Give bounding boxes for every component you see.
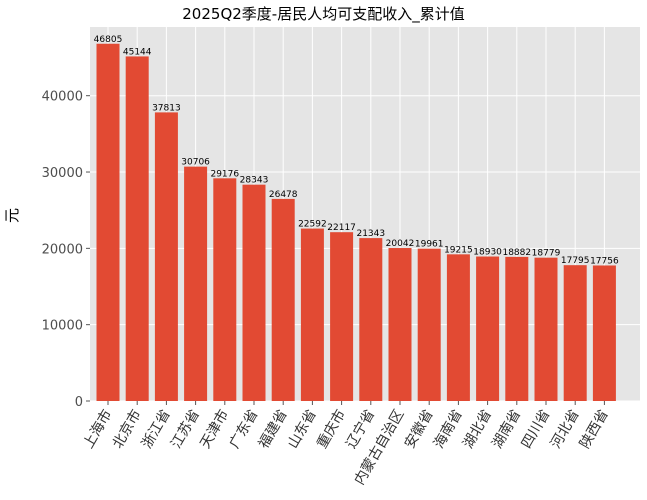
bar xyxy=(330,232,354,401)
data-label: 19961 xyxy=(415,240,444,250)
data-label: 18779 xyxy=(532,249,561,259)
data-label: 22117 xyxy=(327,223,356,233)
y-tick-label: 20000 xyxy=(42,242,83,257)
bar xyxy=(417,248,441,401)
bar xyxy=(534,257,558,401)
bar xyxy=(388,248,412,401)
bar xyxy=(446,254,470,401)
data-label: 37813 xyxy=(152,103,181,113)
bar xyxy=(271,198,295,401)
bar xyxy=(505,256,529,401)
data-label: 17756 xyxy=(590,256,619,266)
bar xyxy=(300,228,324,401)
bar xyxy=(242,184,266,401)
data-label: 45144 xyxy=(123,47,152,57)
bar xyxy=(125,56,149,401)
data-label: 22592 xyxy=(298,220,327,230)
bar xyxy=(592,265,616,401)
data-label: 28343 xyxy=(240,176,269,186)
y-tick-label: 30000 xyxy=(42,166,83,181)
y-tick-label: 10000 xyxy=(42,319,83,334)
y-tick-label: 40000 xyxy=(42,90,83,105)
data-label: 18882 xyxy=(502,248,531,258)
bar xyxy=(96,43,120,402)
data-label: 18930 xyxy=(473,248,502,258)
data-label: 30706 xyxy=(181,158,210,168)
data-label: 29176 xyxy=(210,169,239,179)
data-label: 17795 xyxy=(561,256,590,266)
y-tick-label: 0 xyxy=(75,395,83,410)
bar xyxy=(154,112,178,402)
data-label: 20042 xyxy=(386,239,415,249)
chart-title: 2025Q2季度-居民人均可支配收入_累计值 xyxy=(182,5,465,23)
bar xyxy=(184,166,208,401)
bar xyxy=(359,238,383,401)
data-label: 46805 xyxy=(94,35,123,45)
bar xyxy=(563,265,587,401)
data-label: 21343 xyxy=(356,229,385,239)
bar xyxy=(213,178,237,401)
data-label: 19215 xyxy=(444,245,473,255)
bar xyxy=(476,256,500,401)
x-tick-label: 陕西省 xyxy=(577,407,612,451)
data-label: 26478 xyxy=(269,190,298,200)
